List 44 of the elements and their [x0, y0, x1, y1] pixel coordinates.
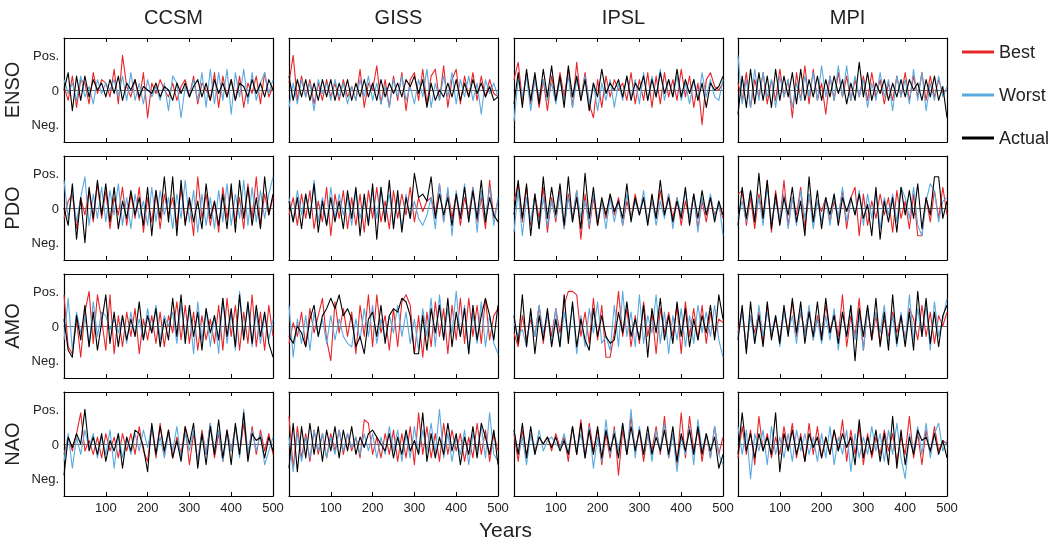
x-tick-label: 100 [94, 500, 117, 515]
x-tick-label: 300 [178, 500, 201, 515]
x-tick-label: 500 [487, 500, 509, 515]
text: Neg. [31, 117, 59, 133]
y-axis-title: AMO [1, 303, 23, 349]
y-axis-title: PDO [1, 186, 23, 230]
x-tick-label: 500 [712, 500, 734, 515]
text: Pos. [32, 47, 59, 63]
x-tick-label: 200 [586, 500, 609, 515]
x-tick-label: 300 [403, 500, 426, 515]
x-tick-label: 400 [220, 500, 243, 515]
text: 0 [51, 82, 59, 98]
legend-label: Best [999, 42, 1036, 62]
x-tick-label: 200 [810, 500, 833, 515]
text: Neg. [31, 471, 59, 487]
x-axis-title: Years [479, 518, 532, 542]
text: Neg. [31, 235, 59, 251]
text: Pos. [32, 401, 59, 417]
x-tick-label: 300 [628, 500, 651, 515]
text: 0 [51, 318, 59, 334]
text: Pos. [32, 165, 59, 181]
x-tick-label: 400 [670, 500, 693, 515]
text: 0 [51, 436, 59, 452]
chart-title: MPI [829, 6, 866, 28]
text: Neg. [31, 353, 59, 369]
x-tick-label: 100 [768, 500, 791, 515]
x-tick-label: 500 [936, 500, 958, 515]
chart-title: CCSM [144, 6, 203, 28]
chart-title: IPSL [601, 6, 646, 28]
x-tick-label: 400 [894, 500, 917, 515]
legend-label: Actual [999, 128, 1050, 148]
y-axis-title: NAO [1, 422, 23, 466]
x-tick-label: 200 [136, 500, 159, 515]
x-tick-label: 500 [262, 500, 284, 515]
text: 0 [51, 200, 59, 216]
x-tick-label: 400 [445, 500, 468, 515]
x-tick-label: 100 [544, 500, 567, 515]
x-tick-label: 200 [361, 500, 384, 515]
text: Pos. [32, 283, 59, 299]
chart-title: GISS [374, 6, 423, 28]
x-tick-label: 100 [319, 500, 342, 515]
legend-label: Worst [999, 85, 1046, 105]
x-tick-label: 300 [852, 500, 875, 515]
y-axis-title: ENSO [1, 61, 23, 119]
